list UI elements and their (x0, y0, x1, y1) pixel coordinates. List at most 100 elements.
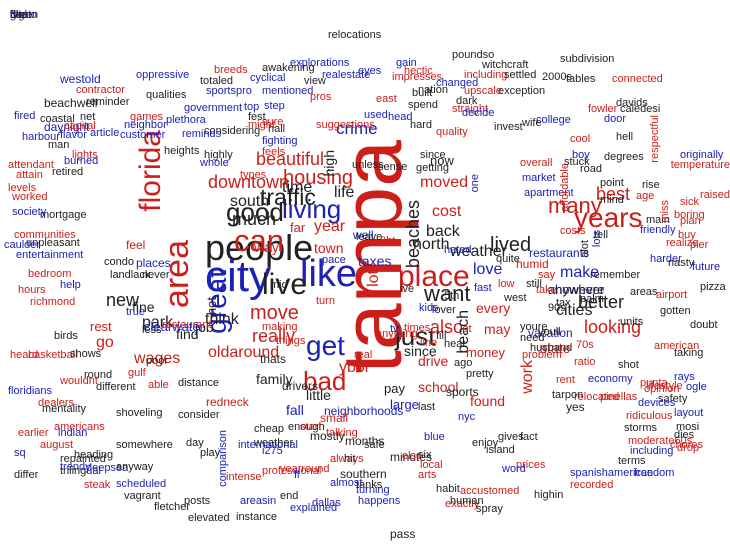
cloud-word: almost (330, 477, 363, 489)
cloud-word: shows (70, 348, 102, 360)
cloud-word: go (96, 334, 114, 351)
cloud-word: since (420, 149, 446, 161)
cloud-word: birds (54, 330, 78, 342)
cloud-word: stuck (564, 156, 590, 168)
cloud-word: anyway (116, 461, 154, 473)
cloud-word: storms (624, 422, 657, 434)
cloud-word: doubt (690, 319, 718, 331)
cloud-word: fletcher (154, 501, 191, 513)
cloud-word: money (466, 345, 506, 360)
cloud-word: however (555, 282, 605, 297)
cloud-word: mind (600, 194, 624, 206)
cloud-word: less (142, 324, 162, 336)
cloud-word: found (470, 393, 506, 409)
cloud-word: ive (10, 9, 25, 21)
cloud-word: ybor (339, 359, 371, 376)
cloud-word: work (519, 360, 536, 394)
cloud-word: want (424, 281, 471, 306)
cloud-word: heights (164, 145, 200, 157)
cloud-word: anything (376, 328, 418, 340)
cloud-word: cheap (254, 423, 284, 435)
cloud-word: including (630, 445, 674, 457)
cloud-word: davids (616, 97, 648, 109)
cloud-word: airport (656, 289, 688, 301)
cloud-word: able (148, 379, 169, 391)
cloud-word: round (84, 369, 113, 381)
cloud-word: habit (436, 483, 460, 495)
cloud-word: relocated (574, 391, 620, 403)
cloud-word: restaurants (529, 246, 590, 260)
cloud-word: kids (419, 302, 439, 314)
cloud-word: top (244, 101, 260, 113)
cloud-word: good (226, 197, 284, 227)
cloud-word: international (238, 439, 298, 451)
cloud-word: sq (14, 447, 26, 459)
cloud-word: feels (262, 146, 286, 158)
cloud-word: qualities (146, 89, 187, 101)
cloud-word: can (234, 223, 284, 258)
cloud-word: games (130, 111, 164, 123)
cloud-word: future (692, 261, 721, 273)
cloud-word: else (402, 450, 423, 462)
cloud-word: cities (556, 302, 593, 319)
cloud-word: always (330, 453, 364, 465)
cloud-word: poor (146, 355, 169, 367)
cloud-word: state (540, 340, 571, 356)
cloud-word: view (304, 75, 327, 87)
cloud-word: pier (690, 239, 709, 251)
cloud-word: weather (254, 437, 294, 449)
cloud-word: pay (384, 381, 405, 396)
cloud-word: straight (452, 103, 489, 115)
cloud-word: respectful (649, 115, 661, 163)
cloud-word: landlack (110, 269, 151, 281)
cloud-word: tell (594, 229, 609, 241)
cloud-word: living (282, 194, 342, 224)
cloud-word: impresses (392, 71, 443, 83)
cloud-word: main (646, 214, 670, 226)
cloud-word: still (526, 278, 542, 290)
cloud-word: entertainment (16, 249, 84, 261)
cloud-word: fowler (588, 103, 618, 115)
cloud-word: oldaround (208, 344, 280, 361)
cloud-word: beautiful (256, 149, 325, 169)
cloud-word: buy (678, 229, 696, 241)
cloud-word: play (200, 447, 221, 459)
cloud-word: make (560, 264, 600, 281)
cloud-word: flavor (60, 129, 87, 141)
cloud-word: rise (642, 179, 660, 191)
cloud-word: wouldnt (60, 375, 98, 387)
cloud-word: 90s (548, 302, 566, 314)
cloud-word: lived (490, 234, 532, 256)
cloud-word: one (469, 174, 481, 193)
cloud-word: things (276, 335, 306, 347)
cloud-word: new (106, 290, 140, 310)
cloud-word: fill (436, 330, 447, 342)
cloud-word: college (536, 114, 571, 126)
cloud-word: taking (674, 347, 704, 359)
cloud-word: customer (120, 129, 166, 141)
cloud-word: six (418, 449, 432, 461)
cloud-word: yearround (280, 463, 330, 475)
cloud-word: 5th (444, 290, 460, 302)
cloud-word: raised (700, 189, 730, 201)
cloud-word: ive (400, 283, 415, 295)
cloud-word: dark (456, 95, 478, 107)
cloud-word: months (345, 434, 385, 448)
cloud-word: subdivision (560, 53, 615, 65)
cloud-word: yes (566, 400, 585, 414)
cloud-word: family (256, 371, 293, 387)
cloud-word: places (136, 256, 171, 270)
cloud-word: lifestyle (646, 380, 683, 392)
cloud-word: might (248, 119, 275, 131)
cloud-word: drive (418, 353, 449, 369)
cloud-word: 2bt (380, 235, 396, 247)
cloud-word: punta (640, 377, 668, 389)
cloud-word: sportspro (206, 85, 252, 97)
cloud-word: freedom (634, 467, 675, 479)
cloud-word: different (96, 381, 136, 393)
cloud-word: used (364, 109, 388, 121)
cloud-word: tv (390, 323, 399, 335)
cloud-word: city (205, 252, 271, 301)
cloud-word: caledesi (620, 103, 661, 115)
cloud-word: gives (498, 431, 524, 443)
